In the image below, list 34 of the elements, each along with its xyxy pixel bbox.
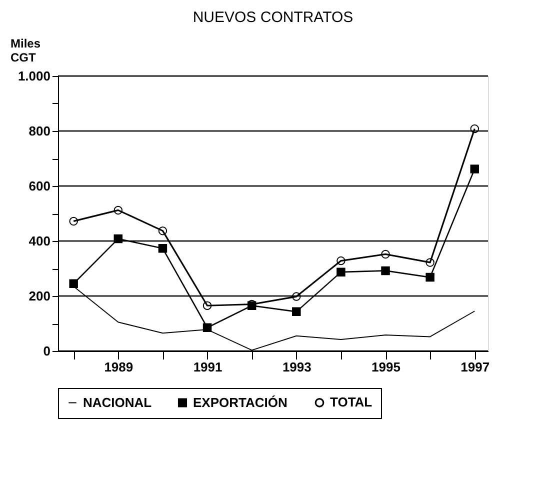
point: [381, 266, 390, 276]
point: [158, 226, 168, 236]
point: [426, 272, 434, 282]
point: [114, 206, 123, 215]
y-tick-label: 400: [28, 234, 50, 248]
point: [336, 256, 346, 266]
y-tick-label: 0: [43, 344, 50, 358]
point: [470, 124, 480, 134]
point: [114, 234, 123, 244]
point: [426, 258, 434, 267]
y-tick-label: 1.000: [18, 68, 50, 84]
x-tick-label: 1993: [282, 360, 312, 374]
x-tick-label: 1991: [193, 360, 222, 374]
x-tick-label: 1997: [460, 360, 490, 374]
point: [158, 244, 168, 253]
chart-title: NUEVOS CONTRATOS: [192, 9, 354, 26]
x-tick-label: 1995: [372, 360, 400, 374]
legend-label: TOTAL: [330, 394, 372, 410]
point: [202, 323, 212, 332]
point: [292, 292, 301, 301]
point: [69, 279, 78, 288]
point: [470, 164, 480, 174]
x-tick-label: 1989: [104, 360, 134, 374]
point: [202, 301, 212, 310]
point: [69, 216, 78, 226]
y-axis-title: Miles CGT: [10, 36, 41, 64]
legend-label: EXPORTACIÓN: [193, 394, 288, 410]
y-tick-label: 600: [28, 178, 50, 194]
point: [336, 268, 346, 276]
point: [292, 307, 301, 316]
y-tick-label: 800: [28, 124, 50, 138]
y-tick-label: 200: [28, 288, 50, 304]
legend-label: NACIONAL: [83, 394, 152, 410]
point: [381, 250, 390, 259]
